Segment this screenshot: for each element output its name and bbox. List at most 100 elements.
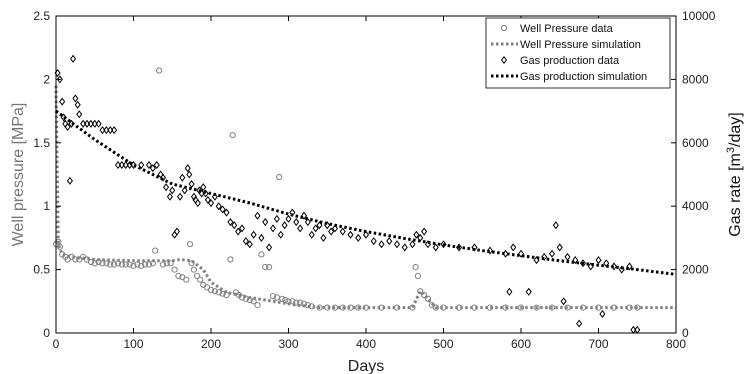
x-tick-label: 0 [53,337,60,351]
data-point [171,266,178,273]
data-point [339,227,346,236]
data-point [215,202,222,211]
data-point [152,247,159,254]
data-point [114,160,122,170]
data-point [262,218,269,227]
series-3 [54,54,641,334]
legend: Well Pressure data Well Pressure simulati… [485,17,671,89]
data-point [138,160,145,170]
data-point [552,221,559,230]
data-point [599,309,606,319]
data-point [293,299,300,306]
data-point [211,288,218,295]
data-point [72,256,79,263]
x-tick-label: 600 [511,337,531,351]
right-axis-title-main: Gas rate [m [727,153,744,237]
data-point [59,97,66,106]
data-point [510,243,517,252]
legend-box [485,17,671,89]
data-point [153,160,160,170]
data-point [223,291,230,299]
data-point [486,246,494,255]
x-tick-label: 100 [123,337,143,351]
data-point [197,276,204,283]
data-point [167,260,174,267]
data-point [254,302,261,309]
data-point [634,304,641,311]
left-tick-label: 0.5 [33,263,50,277]
data-point [227,256,234,263]
right-axis-title-sup: 3 [725,147,737,153]
data-point [194,272,201,279]
data-point [258,251,265,258]
data-point [370,237,377,246]
data-point [572,256,579,265]
data-point [347,230,354,239]
data-point [564,252,571,261]
data-point [560,297,567,306]
data-point [246,240,253,249]
data-point [525,287,532,296]
data-point [186,170,193,179]
data-point [229,132,236,139]
legend-item: Gas production data [500,55,620,67]
data-point [190,192,197,201]
x-tick-label: 700 [588,337,608,351]
data-point [414,272,421,279]
data-point [99,126,106,135]
data-point [250,230,257,239]
data-point [74,100,81,109]
data-point [548,249,556,258]
data-point [579,259,587,268]
series-1 [52,67,641,311]
data-point [190,266,197,273]
data-point [122,160,129,170]
data-point [331,224,339,233]
data-point [242,237,249,246]
data-point [70,54,77,63]
x-tick-label: 500 [433,337,453,351]
right-tick-label: 4000 [682,199,709,213]
data-point [231,221,238,230]
data-point [130,262,137,269]
series-line [55,109,677,276]
data-point [273,214,280,223]
data-point [266,264,273,271]
data-point [238,224,246,233]
data-point [76,110,83,119]
data-point [83,119,91,128]
data-point [179,173,186,182]
data-point [183,276,190,283]
data-point [576,319,583,328]
legend-label: Well Pressure data [520,23,614,35]
data-point [145,160,153,170]
data-point [432,304,439,311]
data-point [72,94,79,103]
data-point [163,183,170,192]
data-point [331,304,339,311]
data-point [142,261,149,268]
left-tick-label: 1 [43,199,50,213]
data-point [455,243,463,252]
data-point [169,186,176,195]
data-point [156,67,163,74]
data-point [56,243,64,250]
data-point [103,126,110,135]
data-point [211,192,218,201]
data-point [269,224,277,233]
data-point [266,243,273,252]
data-point [393,240,401,249]
data-point [159,173,166,182]
series-4 [55,109,677,276]
data-point [281,221,288,230]
data-point [103,260,110,267]
legend-item: Well Pressure simulation [491,39,641,51]
data-point [111,261,118,268]
data-point [412,264,419,271]
data-point [235,227,242,236]
data-point [595,256,602,265]
data-point [304,218,311,227]
data-point [285,214,292,223]
legend-item: Well Pressure data [500,23,614,35]
right-tick-label: 10000 [682,9,716,23]
